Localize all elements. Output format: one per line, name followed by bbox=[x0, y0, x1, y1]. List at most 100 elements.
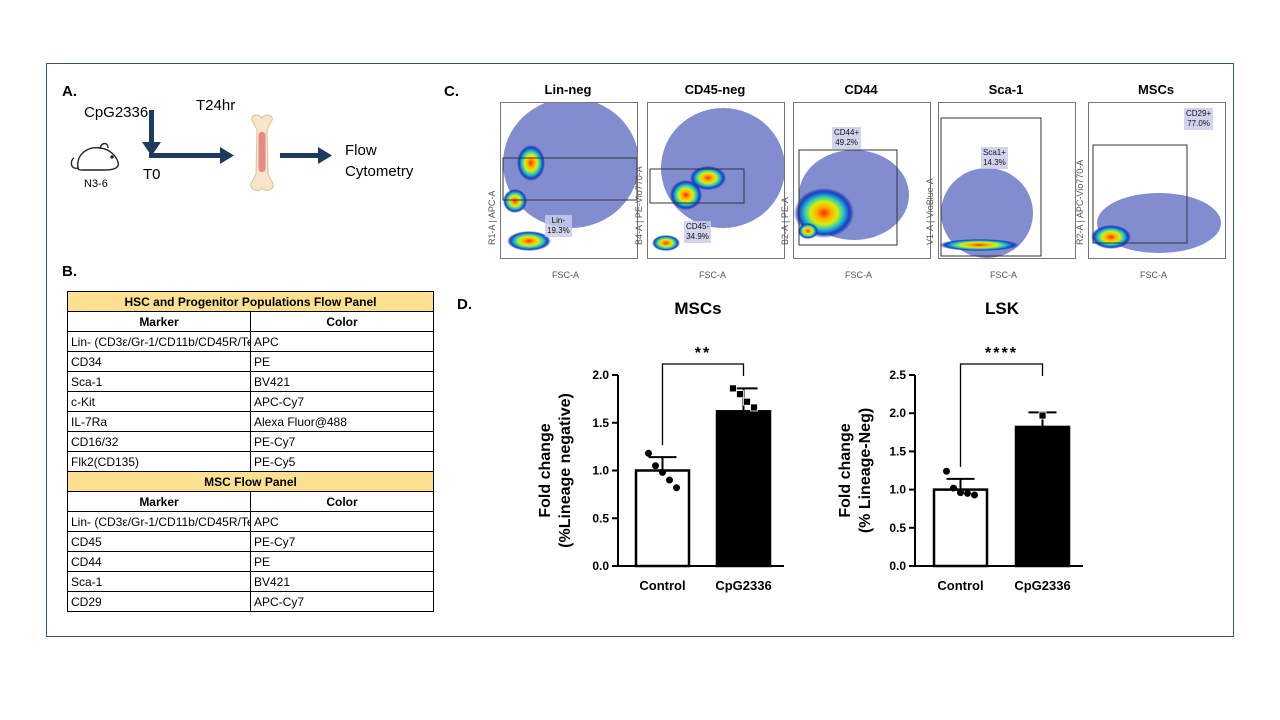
table-row: Flk2(CD135) PE-Cy5 bbox=[67, 451, 434, 472]
gate-percent: 77.0% bbox=[1187, 119, 1210, 128]
table-row: CD16/32 PE-Cy7 bbox=[67, 431, 434, 452]
density-cluster bbox=[941, 168, 1033, 258]
table-row: Sca-1 BV421 bbox=[67, 571, 434, 592]
table-row: CD44 PE bbox=[67, 551, 434, 572]
flow-density-plot: CD44+ 49.2% bbox=[793, 102, 931, 259]
y-axis-label-line-2: (% Lineage-Neg) bbox=[857, 408, 874, 533]
gate-percent: 49.2% bbox=[835, 138, 858, 147]
flow-density-plot: Sca1+ 14.3% bbox=[938, 102, 1076, 259]
gate-name: Sca1+ bbox=[983, 148, 1006, 157]
data-point bbox=[964, 489, 971, 497]
flow-plot-title: CD44 bbox=[844, 82, 878, 97]
chart-title: MSCs bbox=[674, 299, 721, 318]
data-point bbox=[750, 403, 758, 412]
y-tick-label: 0.0 bbox=[889, 559, 906, 573]
marker-cell: IL-7Ra bbox=[67, 411, 251, 432]
bar bbox=[715, 410, 772, 568]
gate-label: Sca1+ 14.3% bbox=[981, 147, 1008, 169]
color-header: Color bbox=[250, 311, 434, 332]
output-arrow-icon bbox=[280, 147, 332, 164]
marker-cell: Flk2(CD135) bbox=[67, 451, 251, 472]
color-cell: APC-Cy7 bbox=[250, 591, 434, 612]
color-cell: PE-Cy7 bbox=[250, 431, 434, 452]
significance-label: **** bbox=[985, 345, 1018, 362]
marker-header: Marker bbox=[67, 491, 251, 512]
data-point bbox=[736, 390, 744, 398]
x-category-label: CpG2336 bbox=[715, 578, 771, 593]
significance-bracket bbox=[661, 363, 745, 446]
gate-label: CD45- 34.9% bbox=[684, 221, 712, 243]
gate-rectangle bbox=[940, 117, 1042, 257]
y-axis-label: Fold change (%Lineage negative) bbox=[537, 393, 574, 548]
y-axis-label-line-1: Fold change bbox=[537, 423, 554, 517]
marker-cell: Sca-1 bbox=[67, 571, 251, 592]
gate-label: CD44+ 49.2% bbox=[832, 127, 862, 149]
marker-cell: Sca-1 bbox=[67, 371, 251, 392]
msc-panel-title-row: MSC Flow Panel bbox=[67, 471, 434, 492]
flow-plot-title: Sca-1 bbox=[988, 82, 1024, 97]
table-row: Lin- (CD3ε/Gr-1/CD11b/CD45R/Ter-119)APC bbox=[67, 331, 434, 352]
marker-cell: CD29 bbox=[67, 591, 251, 612]
x-category-label: Control bbox=[639, 578, 685, 593]
flow-x-axis-label: FSC-A bbox=[845, 270, 872, 280]
data-point bbox=[645, 449, 652, 457]
table-row: IL-7Ra Alexa Fluor@488 bbox=[67, 411, 434, 432]
marker-cell: c-Kit bbox=[67, 391, 251, 412]
data-point bbox=[943, 467, 950, 475]
data-point bbox=[950, 484, 957, 492]
table-row: CD45 PE-Cy7 bbox=[67, 531, 434, 552]
panel-b-label: B. bbox=[62, 263, 77, 280]
lsk-bar-chart: LSK Fold change (% Lineage-Neg) 0.0 0.5 1.0 1.… bbox=[837, 299, 1083, 593]
flow-density-plot: Lin- 19.3% bbox=[500, 102, 638, 259]
data-point bbox=[971, 491, 978, 499]
injection-arrow-icon bbox=[142, 110, 161, 156]
table-row: Lin- (CD3ε/Gr-1/CD11b/CD45R/Ter-119)APC bbox=[67, 511, 434, 532]
density-cluster bbox=[939, 239, 1019, 251]
y-axis-label: Fold change (% Lineage-Neg) bbox=[837, 408, 874, 533]
marker-cell: CD16/32 bbox=[67, 431, 251, 452]
y-axis-label-line-2: (%Lineage negative) bbox=[557, 393, 574, 548]
flow-density-plot: CD29+ 77.0% bbox=[1088, 102, 1226, 259]
color-header: Color bbox=[250, 491, 434, 512]
y-tick-label: 1.5 bbox=[592, 416, 609, 430]
gate-rectangle bbox=[502, 157, 637, 201]
panel-c-label: C. bbox=[444, 83, 459, 100]
marker-table: HSC and Progenitor Populations Flow Pane… bbox=[67, 291, 434, 612]
significance-label: ** bbox=[695, 345, 711, 362]
readout-line-2: Cytometry bbox=[345, 163, 414, 180]
panel-a-diagram bbox=[70, 110, 332, 191]
color-cell: BV421 bbox=[250, 571, 434, 592]
gate-name: CD44+ bbox=[834, 128, 860, 137]
flow-plot-title: MSCs bbox=[1137, 82, 1175, 97]
x-category-label: CpG2336 bbox=[1014, 578, 1070, 593]
density-cluster bbox=[503, 103, 637, 228]
marker-cell: CD44 bbox=[67, 551, 251, 572]
density-cluster bbox=[1091, 225, 1131, 249]
color-cell: PE bbox=[250, 551, 434, 572]
mouse-icon bbox=[70, 142, 120, 171]
gate-label: Lin- 19.3% bbox=[545, 215, 572, 237]
flow-y-axis-label: B2-A | PE-A bbox=[780, 197, 790, 245]
treatment-label: CpG2336 bbox=[84, 104, 149, 121]
table-row: CD29 APC-Cy7 bbox=[67, 591, 434, 612]
table-row: Sca-1 BV421 bbox=[67, 371, 434, 392]
gate-rectangle bbox=[798, 149, 898, 246]
msc-bar-chart: MSCs Fold change (%Lineage negative) 0.0 0.5… bbox=[537, 299, 784, 593]
density-cluster bbox=[507, 231, 551, 251]
readout-label: Flow Cytometry bbox=[345, 140, 413, 182]
x-category-label: Control bbox=[937, 578, 983, 593]
y-tick-label: 1.5 bbox=[889, 444, 906, 458]
mouse-label: N3-6 bbox=[84, 178, 108, 190]
flow-x-axis-label: FSC-A bbox=[699, 270, 726, 280]
color-cell: PE-Cy5 bbox=[250, 451, 434, 472]
gate-rectangle bbox=[1092, 144, 1188, 244]
bar bbox=[1014, 425, 1071, 568]
timepoint-start-label: T0 bbox=[143, 166, 161, 183]
color-cell: APC-Cy7 bbox=[250, 391, 434, 412]
y-tick-label: 0.5 bbox=[592, 511, 609, 525]
flow-x-axis-label: FSC-A bbox=[1140, 270, 1167, 280]
y-tick-label: 2.0 bbox=[592, 368, 609, 382]
msc-panel-header-row: Marker Color bbox=[67, 491, 434, 512]
y-tick-label: 1.0 bbox=[592, 464, 609, 478]
data-point bbox=[1038, 411, 1047, 420]
